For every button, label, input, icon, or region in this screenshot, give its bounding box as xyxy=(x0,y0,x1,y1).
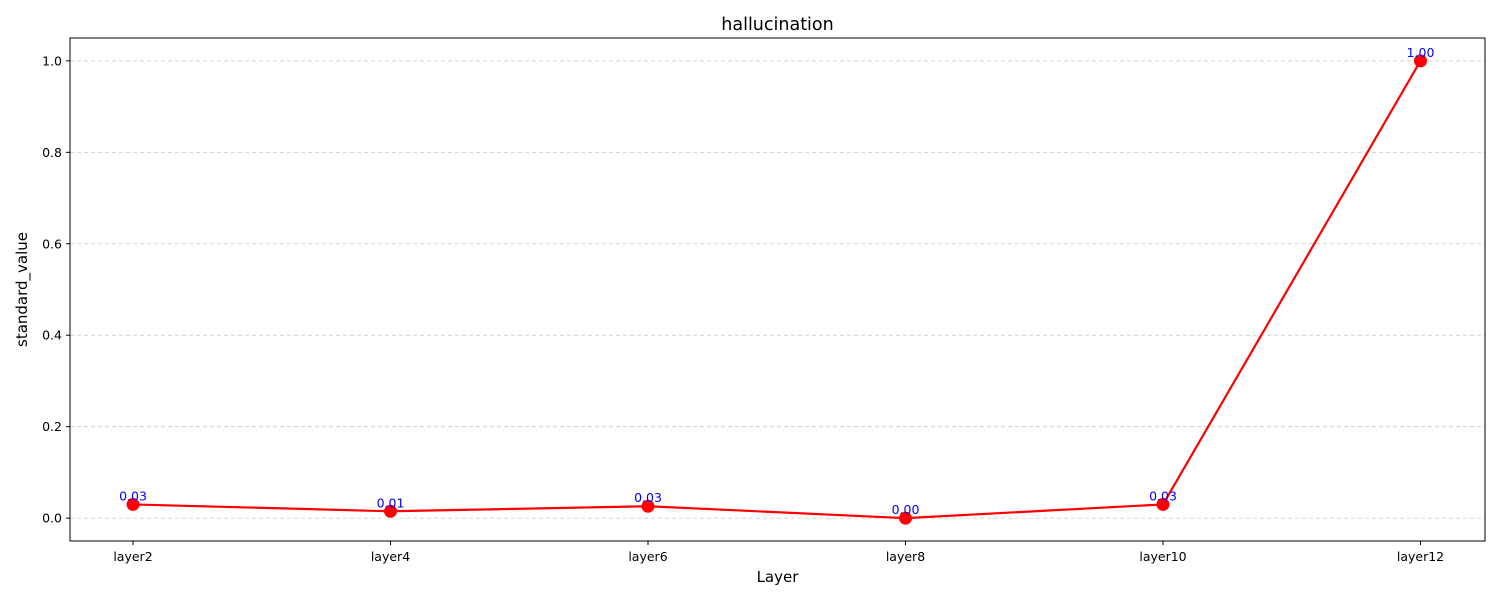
data-point xyxy=(641,499,655,513)
y-tick-label: 1.0 xyxy=(42,53,62,68)
x-tick-label: layer12 xyxy=(1397,549,1444,564)
data-point xyxy=(899,511,912,525)
y-tick-label: 0.2 xyxy=(42,419,62,434)
x-tick-label: layer6 xyxy=(628,549,667,564)
y-tick-label: 0.4 xyxy=(42,328,62,343)
y-tick-label: 0.0 xyxy=(42,511,62,526)
data-label: 0.03 xyxy=(119,488,147,503)
x-axis-label: Layer xyxy=(757,568,800,586)
grid-lines xyxy=(70,60,1485,519)
x-tick-label: layer10 xyxy=(1139,549,1186,564)
data-label: 0.03 xyxy=(1149,488,1177,503)
y-axis-label: standard_value xyxy=(13,232,32,347)
data-label: 0.03 xyxy=(634,490,662,505)
x-tick-label: layer4 xyxy=(371,549,410,564)
data-point xyxy=(384,504,397,518)
x-tick-label: layer2 xyxy=(113,549,152,564)
y-axis-ticks: 0.0 0.2 0.4 0.6 0.8 1.0 xyxy=(42,53,70,526)
data-point xyxy=(1156,497,1170,511)
x-tick-label: layer8 xyxy=(886,549,925,564)
data-label: 0.01 xyxy=(377,495,405,510)
plot-frame xyxy=(69,37,1486,542)
series-line-layer xyxy=(132,60,1422,520)
data-point xyxy=(1414,54,1427,68)
data-label: 1.00 xyxy=(1407,45,1435,60)
marker-layer xyxy=(126,54,1427,525)
chart-title: hallucination xyxy=(721,15,833,35)
series-line xyxy=(132,60,1422,520)
data-point xyxy=(126,497,140,511)
x-axis-ticks: layer2 layer4 layer6 layer8 layer10 layer12 xyxy=(113,541,1444,564)
data-label: 0.00 xyxy=(892,502,920,517)
y-tick-label: 0.6 xyxy=(42,236,62,251)
data-label-layer: 0.03 0.01 0.03 0.00 0.03 1.00 xyxy=(119,45,1434,517)
y-tick-label: 0.8 xyxy=(42,145,62,160)
